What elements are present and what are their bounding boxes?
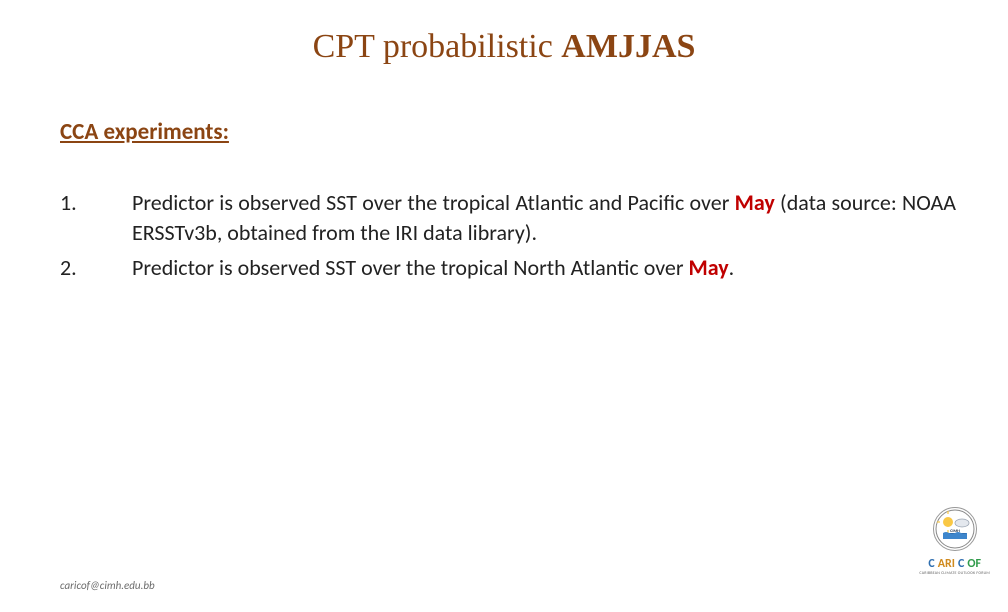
- slide: CPT probabilistic AMJJAS CCA experiments…: [0, 0, 1008, 612]
- slide-title: CPT probabilistic AMJJAS: [0, 28, 1008, 66]
- caricof-c1: C: [928, 557, 934, 571]
- text-segment: Predictor is observed SST over the tropi…: [132, 254, 689, 281]
- logo-block: CIMH CARICOF CARIBBEAN CLIMATE OUTLOOK F…: [919, 507, 990, 576]
- list-body: Predictor is observed SST over the tropi…: [132, 188, 956, 247]
- cimh-emblem-icon: CIMH: [935, 509, 975, 549]
- cimh-logo-icon: CIMH: [933, 507, 977, 551]
- emph-segment: May: [689, 254, 729, 281]
- title-part1: CPT probabilistic: [313, 28, 562, 65]
- list-number: 1.: [60, 188, 132, 247]
- list-item: 2. Predictor is observed SST over the tr…: [60, 253, 956, 283]
- text-segment: Predictor is observed SST over the tropi…: [132, 189, 735, 216]
- caricof-subtitle: CARIBBEAN CLIMATE OUTLOOK FORUM: [919, 571, 990, 576]
- footer-email: caricof@cimh.edu.bb: [60, 579, 155, 592]
- caricof-of: OF: [967, 557, 981, 571]
- caricof-logo-icon: CARICOF CARIBBEAN CLIMATE OUTLOOK FORUM: [919, 557, 990, 576]
- subheading: CCA experiments:: [60, 118, 229, 146]
- emph-segment: May: [735, 189, 775, 216]
- cimh-text: CIMH: [950, 529, 960, 534]
- caricof-c2: C: [958, 557, 964, 571]
- caricof-ari: ARI: [938, 557, 955, 571]
- caricof-wordmark: CARICOF: [928, 557, 981, 571]
- list-item: 1. Predictor is observed SST over the tr…: [60, 188, 956, 247]
- experiment-list: 1. Predictor is observed SST over the tr…: [60, 188, 956, 289]
- text-segment: .: [729, 254, 735, 281]
- title-part2: AMJJAS: [561, 28, 695, 65]
- list-number: 2.: [60, 253, 132, 283]
- list-body: Predictor is observed SST over the tropi…: [132, 253, 956, 283]
